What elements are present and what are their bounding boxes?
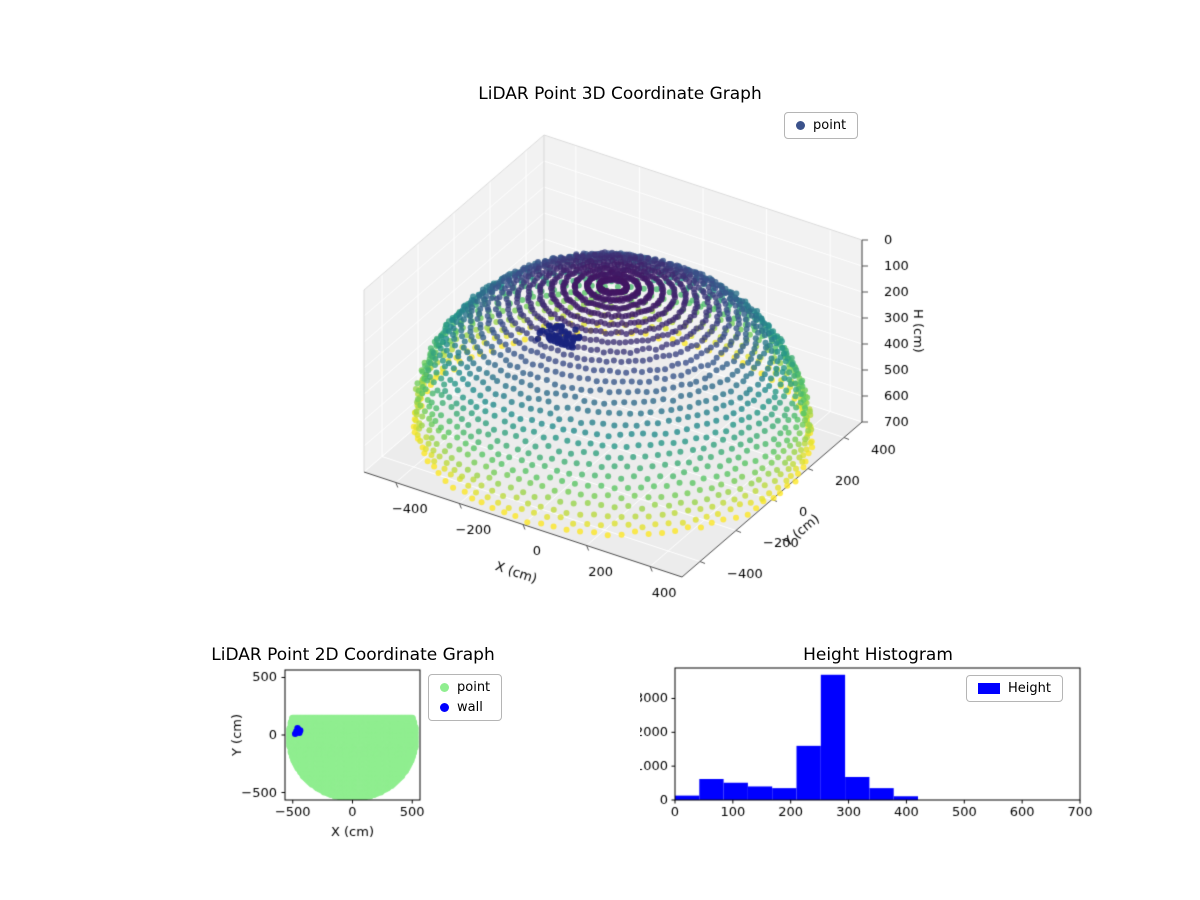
wall-marker-icon — [440, 703, 449, 712]
plot3d-legend-label: point — [813, 118, 847, 133]
plot2d-legend-label-point: point — [457, 680, 491, 695]
plot2d-legend-item-point: point — [440, 680, 490, 695]
plot3d-title: LiDAR Point 3D Coordinate Graph — [478, 84, 762, 104]
histogram-legend: Height — [966, 675, 1063, 702]
plot2d-legend-item-wall: wall — [440, 700, 490, 715]
plot3d-legend: point — [784, 112, 859, 139]
histogram-legend-item-height: Height — [978, 681, 1051, 696]
point-marker-icon — [796, 121, 805, 130]
histogram-canvas — [640, 640, 1100, 825]
plot2d-legend: point wall — [428, 674, 503, 721]
histogram-title: Height Histogram — [803, 645, 953, 665]
plot2d-canvas — [215, 638, 465, 853]
plot2d-legend-label-wall: wall — [457, 700, 483, 715]
height-patch-icon — [978, 683, 1000, 694]
plot3d-canvas — [320, 130, 960, 660]
plot2d-title: LiDAR Point 2D Coordinate Graph — [211, 645, 495, 665]
histogram-legend-label: Height — [1008, 681, 1051, 696]
point-marker-icon — [440, 683, 449, 692]
plot3d-legend-item-point: point — [796, 118, 846, 133]
